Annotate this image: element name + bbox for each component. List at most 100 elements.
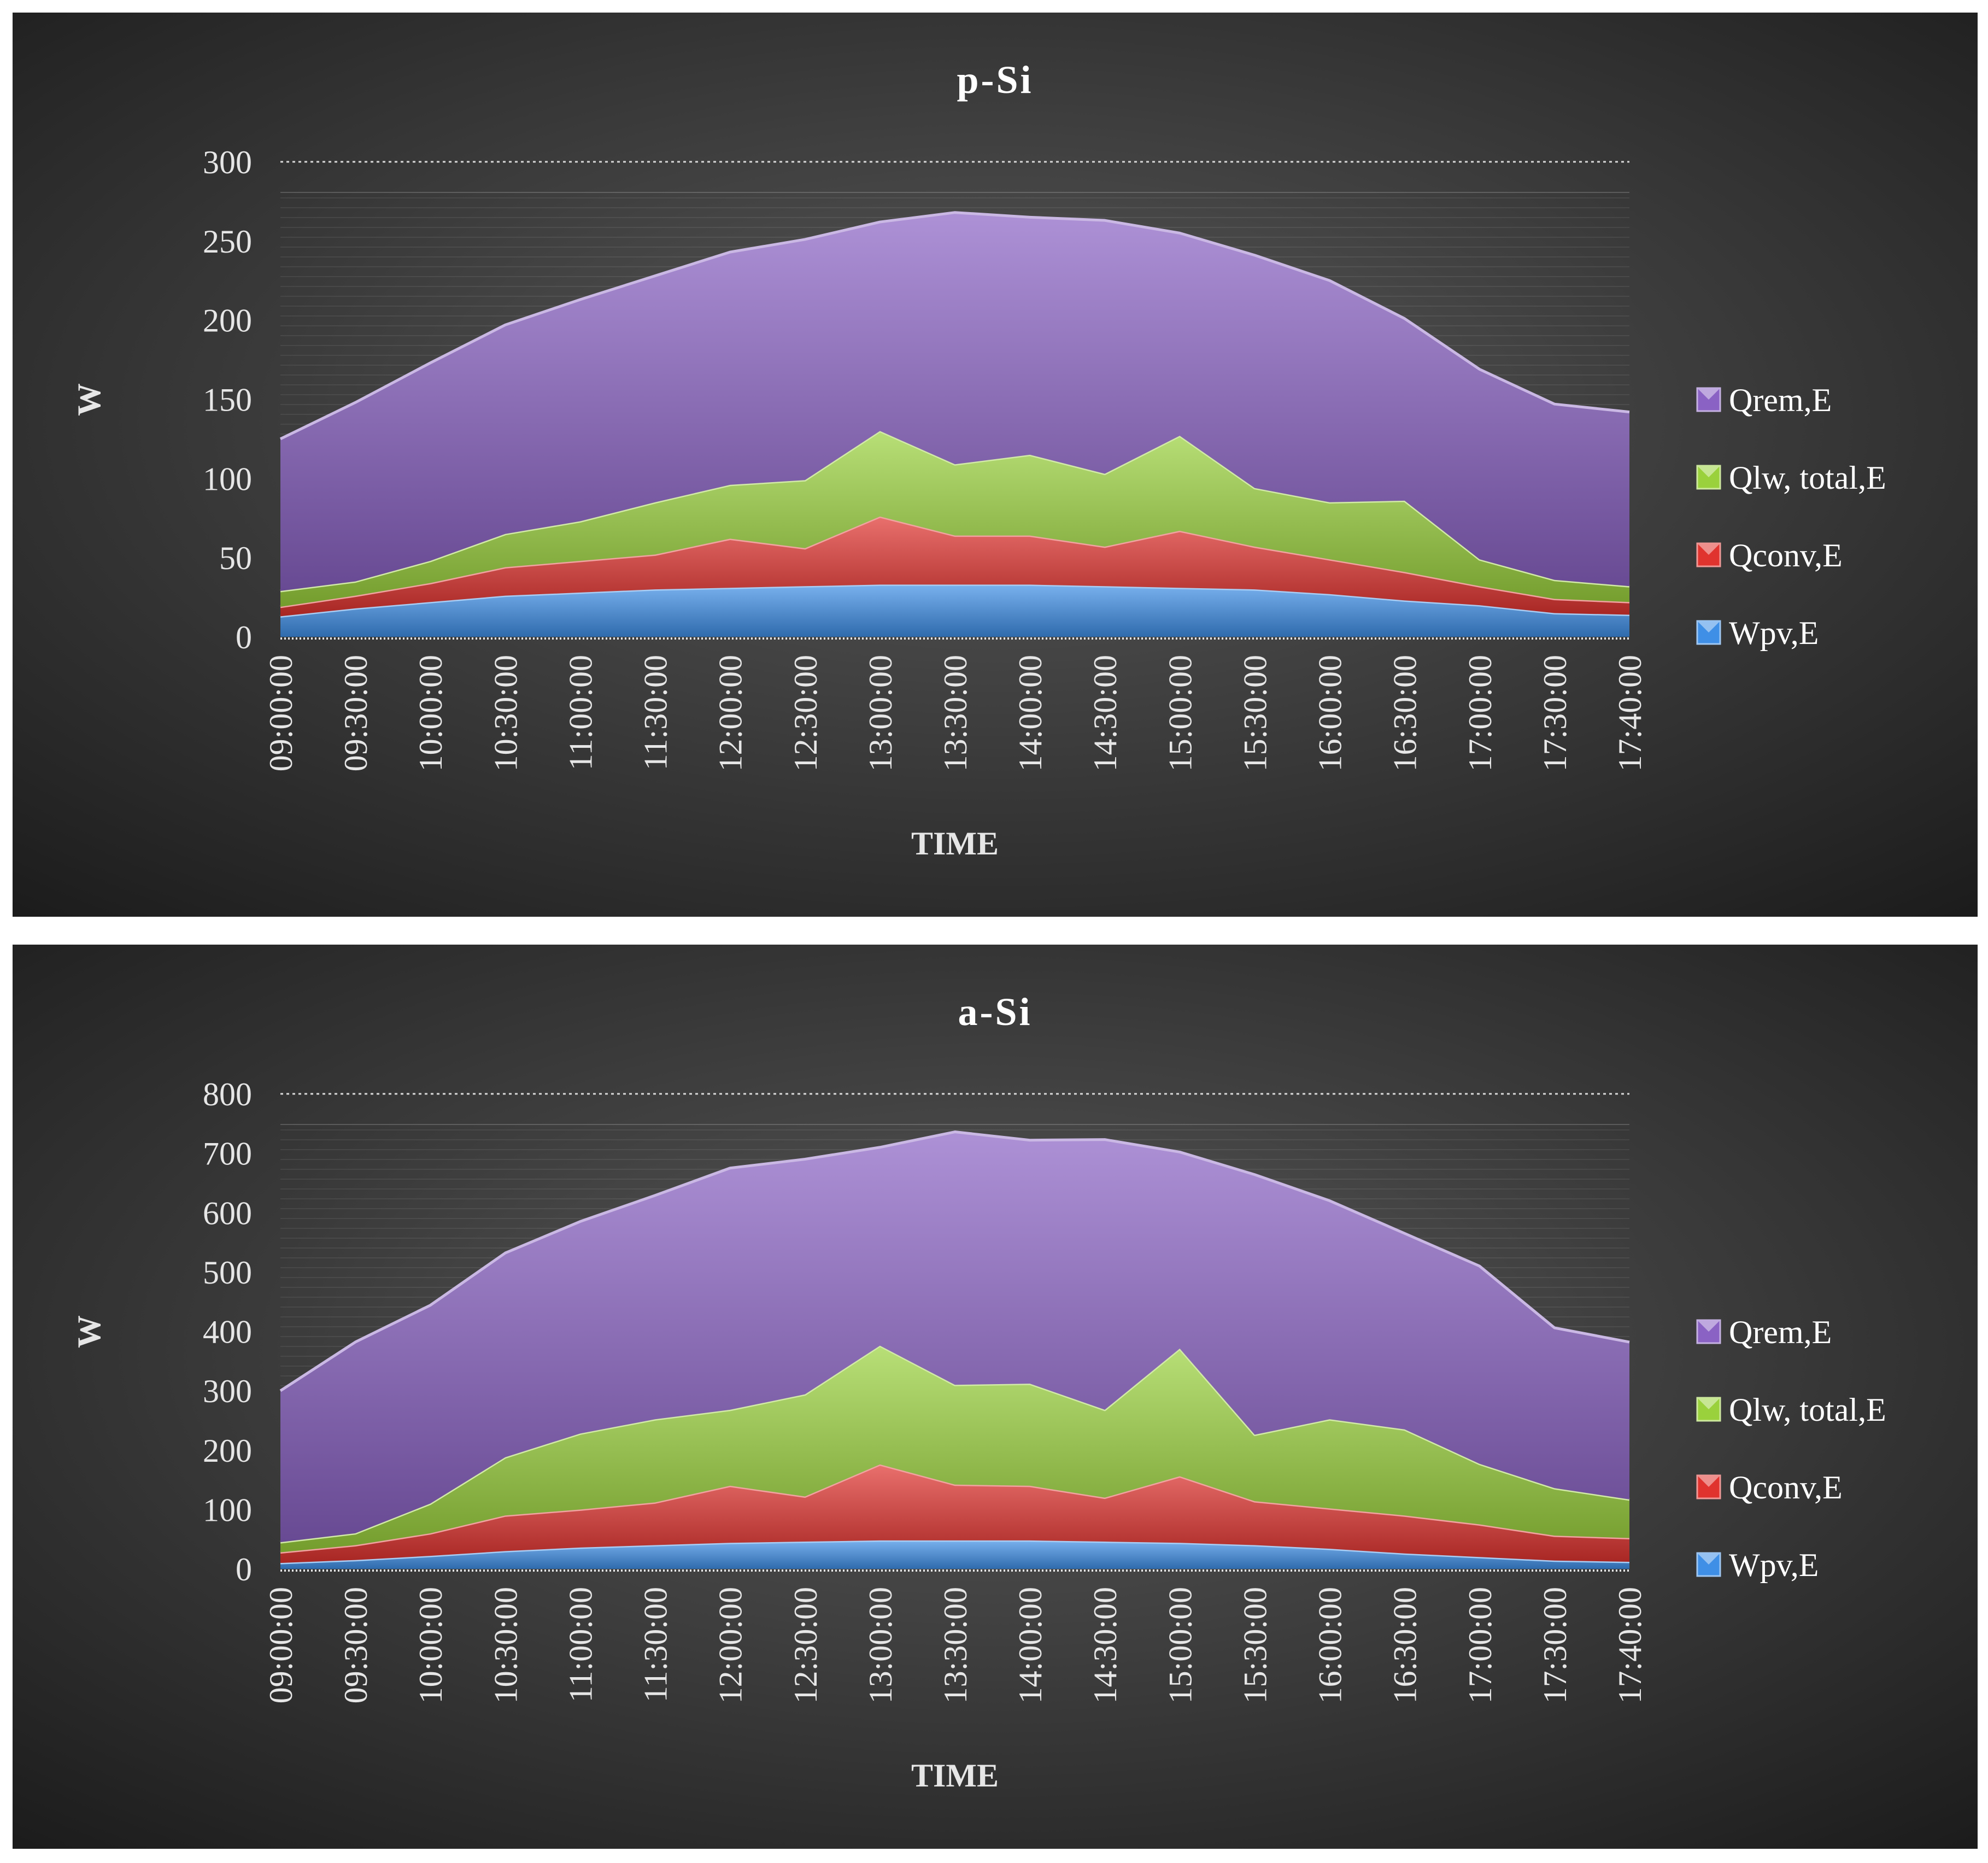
x-tick-label: 14:30:00 (1087, 1587, 1123, 1703)
x-tick-label: 13:30:00 (937, 1587, 974, 1703)
legend: Qrem,E Qlw, total,E Qconv,E Wpv,E (1696, 1314, 1886, 1583)
x-tick-label: 11:00:00 (562, 1587, 599, 1702)
legend-label: Qconv,E (1729, 1469, 1843, 1505)
y-tick-label: 300 (203, 144, 252, 180)
legend-item-qconv-e: Qconv,E (1696, 1469, 1843, 1505)
x-tick-label: 12:30:00 (788, 655, 824, 771)
y-tick-label: 400 (203, 1314, 252, 1350)
x-tick-label: 15:30:00 (1237, 655, 1273, 771)
x-tick-label: 16:00:00 (1312, 655, 1348, 771)
legend-label: Qrem,E (1729, 382, 1832, 418)
x-tick-label: 11:00:00 (562, 655, 599, 770)
x-tick-label: 12:00:00 (713, 655, 749, 771)
series-area-wpv-e (280, 584, 1629, 637)
y-tick-label: 600 (203, 1195, 252, 1231)
x-tick-label: 14:00:00 (1012, 655, 1048, 771)
series-edge-qconv-e (280, 1463, 1630, 1554)
x-tick-label: 17:40:00 (1612, 655, 1648, 771)
y-tick-label: 500 (203, 1255, 252, 1291)
x-tick-label: 15:30:00 (1237, 1587, 1273, 1703)
series-area-qrem-e (280, 212, 1629, 591)
legend-item-wpv-e: Wpv,E (1696, 615, 1819, 651)
series-edge-qrem-e (279, 211, 1630, 441)
x-tick-label: 09:00:00 (263, 1587, 299, 1703)
x-tick-label: 16:30:00 (1387, 655, 1423, 771)
y-tick-label: 0 (236, 1551, 252, 1587)
y-axis-title: W (71, 1315, 107, 1348)
y-tick-label: 300 (203, 1373, 252, 1409)
chart-title: a-Si (958, 990, 1032, 1034)
y-tick-label: 200 (203, 303, 252, 339)
legend-label: Qrem,E (1729, 1314, 1832, 1350)
chart-panel-a-si: 0 100 200 300 400 500 600 700 800 09:00:00 09:30:0… (13, 945, 1978, 1849)
x-tick-label: 14:00:00 (1012, 1587, 1048, 1703)
y-axis: 0 50 100 150 200 250 300 (203, 144, 252, 655)
legend-swatch-highlight (1697, 466, 1720, 477)
x-tick-label: 13:00:00 (863, 655, 899, 771)
y-tick-label: 250 (203, 224, 252, 260)
legend-swatch-highlight (1697, 1553, 1720, 1565)
x-tick-label: 17:30:00 (1537, 655, 1573, 771)
x-axis: 09:00:00 09:30:00 10:00:00 10:30:00 11:00:00… (263, 655, 1648, 771)
legend: Qrem,E Qlw, total,E Qconv,E Wpv,E (1696, 382, 1886, 651)
legend-item-qconv-e: Qconv,E (1696, 537, 1843, 573)
legend-label: Qlw, total,E (1729, 460, 1886, 496)
area-series-group (279, 211, 1630, 637)
y-tick-label: 50 (219, 540, 252, 576)
chart-panel-p-si: 0 50 100 150 200 250 300 09:00:00 09:30:00 10:00:… (13, 13, 1978, 917)
legend-item-qlw-total-e: Qlw, total,E (1696, 1392, 1886, 1428)
legend-label: Wpv,E (1729, 615, 1819, 651)
x-tick-label: 16:00:00 (1312, 1587, 1348, 1703)
legend-swatch-highlight (1697, 621, 1720, 632)
series-area-qrem-e (280, 1132, 1629, 1543)
legend-item-qrem-e: Qrem,E (1696, 382, 1832, 418)
legend-swatch-highlight (1697, 1320, 1720, 1332)
y-tick-label: 150 (203, 382, 252, 418)
legend-swatch-highlight (1697, 1398, 1720, 1409)
y-tick-label: 100 (203, 461, 252, 497)
x-tick-label: 10:00:00 (413, 655, 449, 771)
x-tick-label: 14:30:00 (1087, 655, 1123, 771)
series-area-qlw-total-e (280, 431, 1629, 607)
x-tick-label: 16:30:00 (1387, 1587, 1423, 1703)
x-tick-label: 09:30:00 (338, 1587, 374, 1703)
x-tick-label: 10:30:00 (488, 1587, 524, 1703)
x-tick-label: 11:30:00 (638, 655, 674, 770)
x-tick-label: 17:40:00 (1612, 1587, 1648, 1703)
y-axis: 0 100 200 300 400 500 600 700 800 (203, 1076, 252, 1587)
chart-a-si: 0 100 200 300 400 500 600 700 800 09:00:00 09:30:0… (13, 945, 1978, 1849)
x-tick-label: 09:00:00 (263, 655, 299, 771)
area-series-group (279, 1130, 1630, 1569)
x-tick-label: 17:00:00 (1462, 655, 1498, 771)
x-tick-label: 11:30:00 (638, 1587, 674, 1702)
y-tick-label: 100 (203, 1492, 252, 1528)
x-tick-label: 13:00:00 (863, 1587, 899, 1703)
x-tick-label: 12:00:00 (713, 1587, 749, 1703)
y-tick-label: 800 (203, 1076, 252, 1112)
legend-swatch-highlight (1697, 1475, 1720, 1487)
x-axis: 09:00:00 09:30:00 10:00:00 10:30:00 11:00:00… (263, 1587, 1648, 1703)
x-tick-label: 15:00:00 (1162, 1587, 1198, 1703)
y-tick-label: 700 (203, 1136, 252, 1172)
x-axis-title: TIME (911, 825, 999, 862)
legend-label: Qlw, total,E (1729, 1392, 1886, 1428)
x-tick-label: 10:00:00 (413, 1587, 449, 1703)
legend-item-qrem-e: Qrem,E (1696, 1314, 1832, 1350)
x-axis-title: TIME (911, 1757, 999, 1794)
x-tick-label: 13:30:00 (937, 655, 974, 771)
y-tick-label: 0 (236, 619, 252, 655)
series-area-qlw-total-e (280, 1345, 1629, 1552)
series-edge-qrem-e (279, 1130, 1630, 1392)
y-axis-title: W (71, 383, 107, 416)
series-area-qconv-e (280, 516, 1629, 617)
x-tick-label: 10:30:00 (488, 655, 524, 771)
y-tick-label: 200 (203, 1433, 252, 1469)
x-tick-label: 17:30:00 (1537, 1587, 1573, 1703)
x-tick-label: 15:00:00 (1162, 655, 1198, 771)
chart-title: p-Si (957, 58, 1033, 102)
legend-swatch-highlight (1697, 388, 1720, 400)
chart-p-si: 0 50 100 150 200 250 300 09:00:00 09:30:00 10:00:… (13, 13, 1978, 917)
x-tick-label: 17:00:00 (1462, 1587, 1498, 1703)
x-tick-label: 12:30:00 (788, 1587, 824, 1703)
legend-item-qlw-total-e: Qlw, total,E (1696, 460, 1886, 496)
